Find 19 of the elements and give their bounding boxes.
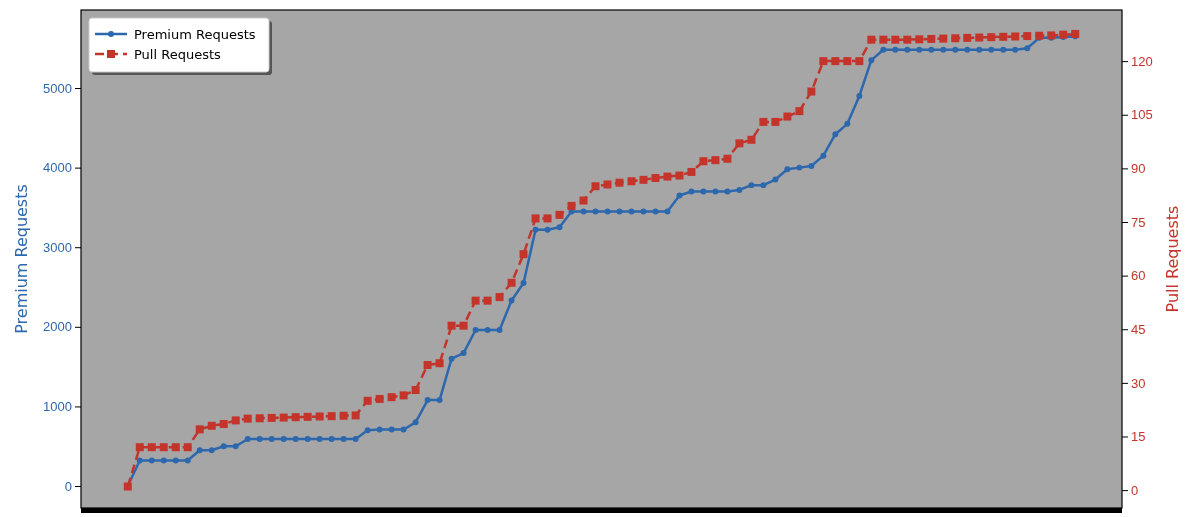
y2-tick-label: 0: [1131, 482, 1139, 498]
y2-tick-label: 60: [1131, 268, 1146, 284]
y-tick-label: 5000: [43, 80, 72, 96]
y2-axis-title: Pull Requests: [1163, 205, 1182, 313]
y-axis-title: Premium Requests: [12, 184, 31, 334]
y2-tick-label: 30: [1131, 375, 1146, 391]
y-tick-label: 3000: [43, 239, 72, 255]
y2-tick-label: 15: [1131, 429, 1146, 445]
y2-tick-label: 120: [1131, 53, 1153, 69]
y2-tick-label: 105: [1131, 107, 1153, 123]
y-tick-label: 0: [64, 478, 72, 494]
y-tick-label: 4000: [43, 160, 72, 176]
legend-label: Premium Requests: [134, 27, 256, 42]
y2-tick-label: 75: [1131, 214, 1146, 230]
y2-tick-label: 45: [1131, 321, 1146, 337]
legend-label: Pull Requests: [134, 47, 222, 62]
y-tick-label: 1000: [43, 399, 72, 415]
y2-tick-label: 90: [1131, 161, 1146, 177]
y-tick-label: 2000: [43, 319, 72, 335]
